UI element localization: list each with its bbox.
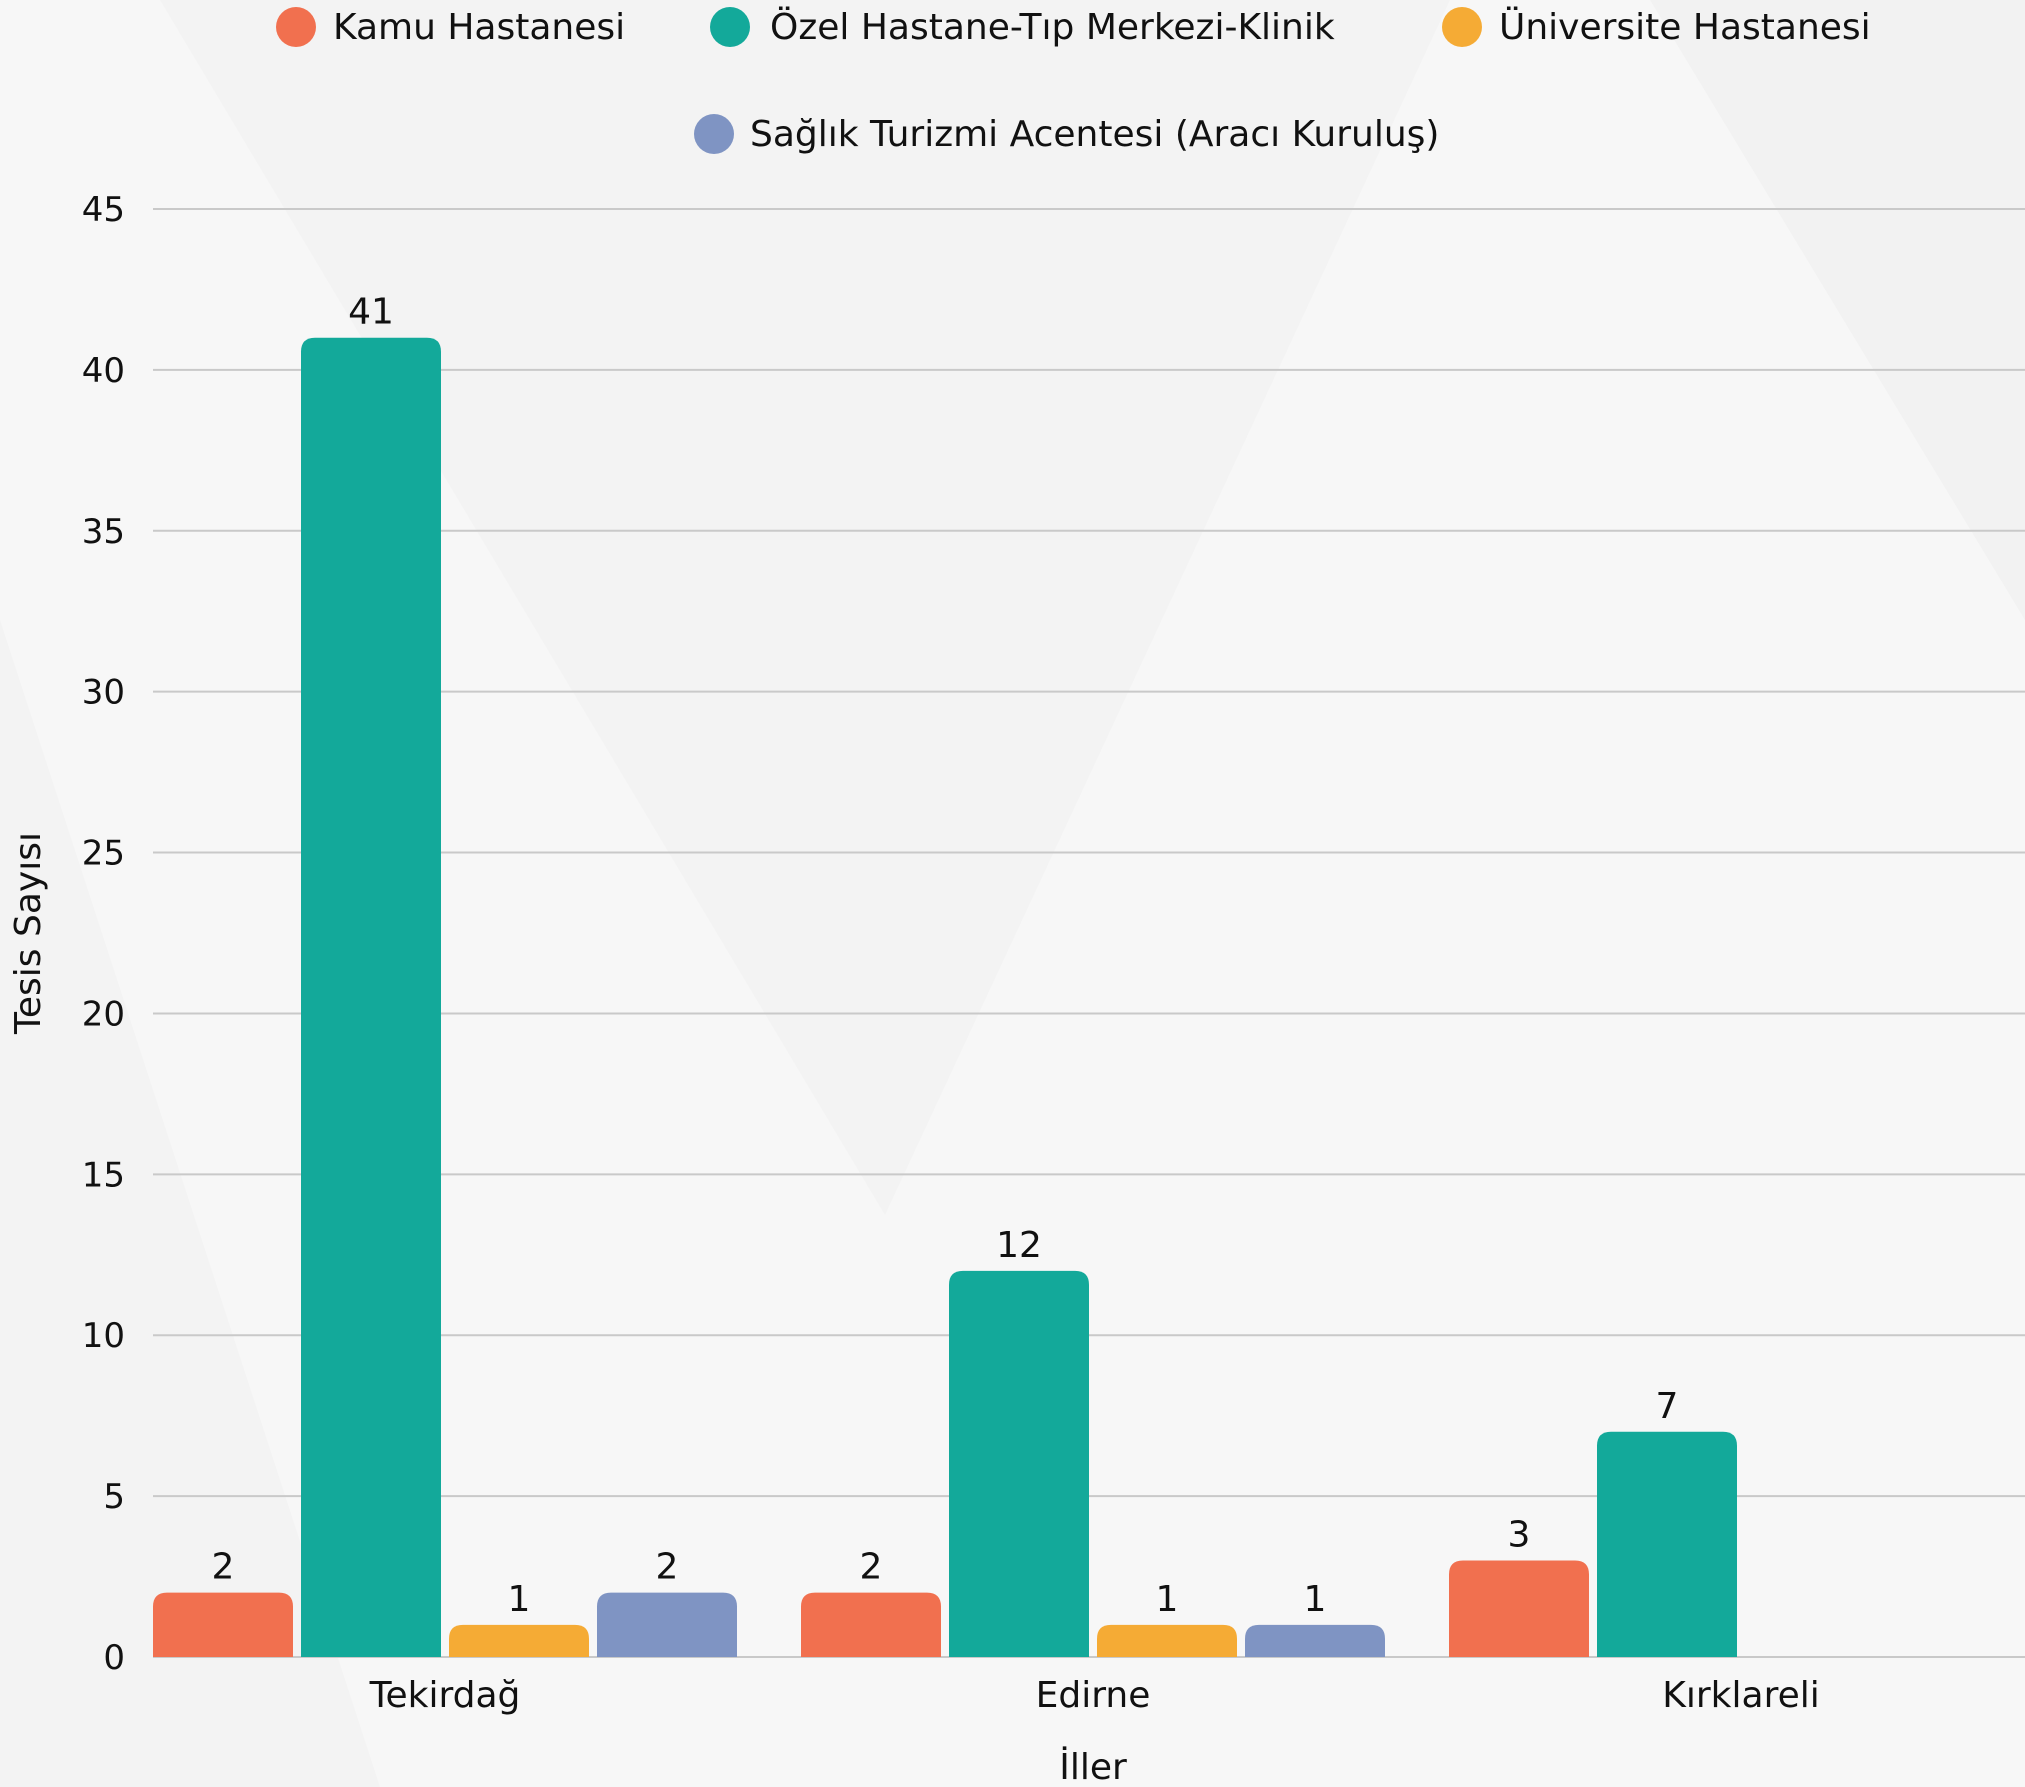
legend-swatch	[276, 7, 316, 47]
x-tick-label: Tekirdağ	[369, 1675, 521, 1716]
x-axis-title: İller	[1059, 1746, 1127, 1787]
y-axis: 0 5 10 15 20 25 30 35 40 45	[82, 190, 125, 1678]
data-label: 1	[1304, 1579, 1327, 1620]
y-axis-title: Tesis Sayısı	[8, 832, 49, 1035]
legend-swatch	[710, 7, 750, 47]
y-tick-label: 20	[82, 994, 125, 1034]
legend-label: Özel Hastane-Tıp Merkezi-Klinik	[770, 6, 1335, 48]
y-tick-label: 5	[103, 1477, 125, 1517]
bar	[801, 1592, 941, 1657]
legend-label: Üniversite Hastanesi	[1499, 6, 1871, 48]
data-label: 2	[656, 1547, 679, 1588]
legend-swatch	[1442, 7, 1482, 47]
bar	[301, 337, 441, 1657]
bg-shape	[1650, 0, 2025, 620]
bar	[597, 1592, 737, 1657]
data-label: 2	[860, 1547, 883, 1588]
data-label: 1	[508, 1579, 531, 1620]
y-tick-label: 15	[82, 1155, 125, 1195]
y-tick-label: 35	[82, 512, 125, 552]
data-label: 1	[1156, 1579, 1179, 1620]
y-tick-label: 30	[82, 673, 125, 713]
data-label: 2	[212, 1547, 235, 1588]
y-tick-label: 45	[82, 190, 125, 230]
legend-swatch	[694, 114, 734, 154]
data-label: 3	[1508, 1514, 1531, 1555]
legend-label: Kamu Hastanesi	[333, 7, 625, 48]
data-label: 7	[1656, 1386, 1679, 1427]
bar	[1449, 1560, 1589, 1657]
bar	[1245, 1624, 1385, 1657]
legend-label: Sağlık Turizmi Acentesi (Aracı Kuruluş)	[750, 114, 1439, 155]
y-tick-label: 10	[82, 1316, 125, 1356]
bar	[949, 1270, 1089, 1657]
x-tick-label: Kırklareli	[1662, 1675, 1819, 1716]
x-axis: Tekirdağ Edirne Kırklareli	[369, 1675, 1820, 1716]
bar	[1097, 1624, 1237, 1657]
bar	[1597, 1431, 1737, 1657]
y-tick-label: 0	[103, 1638, 125, 1678]
y-tick-label: 40	[82, 351, 125, 391]
x-tick-label: Edirne	[1036, 1675, 1151, 1716]
bg-shape	[160, 0, 1450, 1215]
data-label: 12	[996, 1225, 1042, 1266]
y-tick-label: 25	[82, 834, 125, 874]
bar	[153, 1592, 293, 1657]
data-label: 41	[348, 292, 394, 333]
legend: Kamu Hastanesi Özel Hastane-Tıp Merkezi-K…	[276, 6, 1871, 155]
bar	[449, 1624, 589, 1657]
